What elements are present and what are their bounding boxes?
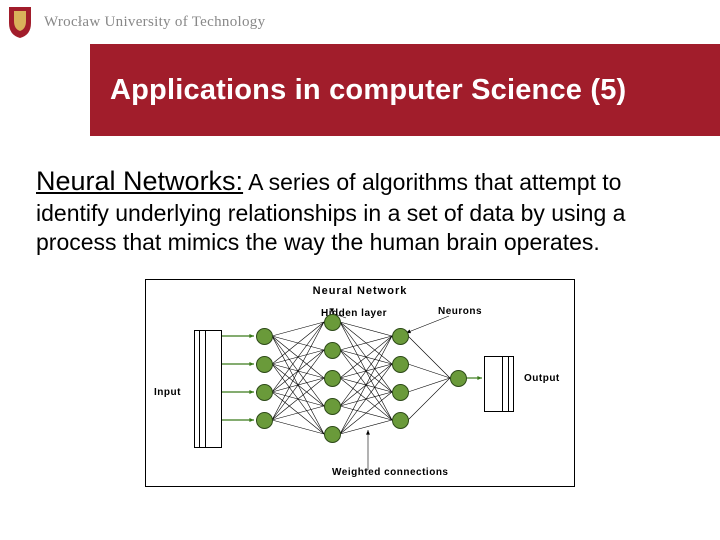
title-right-block: Applications in computer Science (5) <box>92 44 720 136</box>
neuron-node <box>324 370 341 387</box>
neural-network-diagram: Neural Network Hidden layer Neurons Inpu… <box>145 279 575 487</box>
network-svg <box>146 280 574 486</box>
neuron-node <box>324 398 341 415</box>
lead-term: Neural Networks: <box>36 166 243 196</box>
header: Wrocław University of Technology <box>0 0 720 44</box>
neuron-node <box>450 370 467 387</box>
diagram-container: Neural Network Hidden layer Neurons Inpu… <box>36 279 684 487</box>
university-logo <box>6 4 34 40</box>
neuron-node <box>256 384 273 401</box>
slide-title: Applications in computer Science (5) <box>110 74 626 107</box>
neuron-node <box>324 426 341 443</box>
neuron-node <box>392 328 409 345</box>
neuron-node <box>324 314 341 331</box>
title-band: Applications in computer Science (5) <box>0 44 720 136</box>
neuron-node <box>392 412 409 429</box>
neuron-node <box>256 356 273 373</box>
content-area: Neural Networks: A series of algorithms … <box>0 136 720 487</box>
neuron-node <box>256 328 273 345</box>
title-left-block <box>0 44 92 136</box>
university-name: Wrocław University of Technology <box>44 14 265 31</box>
neuron-node <box>256 412 273 429</box>
neuron-node <box>324 342 341 359</box>
neuron-node <box>392 384 409 401</box>
body-paragraph: Neural Networks: A series of algorithms … <box>36 164 684 257</box>
neuron-node <box>392 356 409 373</box>
